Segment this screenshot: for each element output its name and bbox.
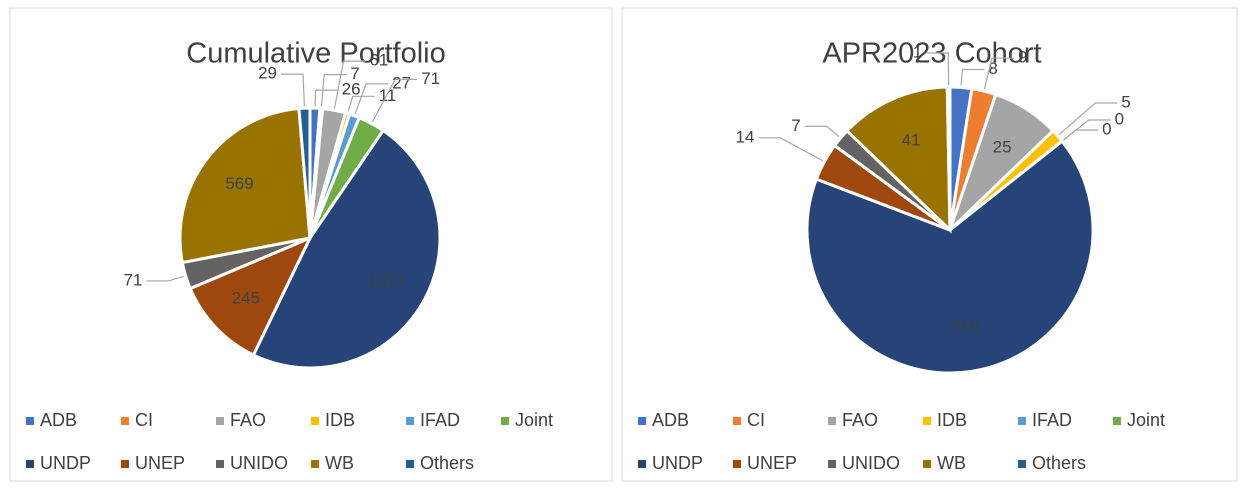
legend-label: WB <box>937 453 966 473</box>
legend-label: UNIDO <box>230 453 288 473</box>
data-label: 218 <box>951 316 979 335</box>
data-label: 25 <box>993 137 1012 156</box>
legend-swatch <box>121 417 129 425</box>
data-label: 5 <box>1121 92 1130 111</box>
legend-swatch <box>1018 460 1026 468</box>
data-label: 41 <box>902 130 921 149</box>
legend-label: IFAD <box>1032 410 1072 430</box>
data-label: 7 <box>350 64 359 83</box>
leader-line <box>333 60 366 109</box>
data-label: 9 <box>1018 48 1027 67</box>
legend-label: Others <box>1032 453 1086 473</box>
legend-swatch <box>26 417 34 425</box>
leader-line <box>354 83 389 115</box>
legend-swatch <box>638 460 646 468</box>
legend-label: ADB <box>40 410 77 430</box>
data-label: 14 <box>736 127 755 146</box>
data-label: 0 <box>1102 119 1111 138</box>
leader-line <box>371 78 418 123</box>
legend-swatch <box>828 417 836 425</box>
data-label: 71 <box>421 69 440 88</box>
legend-swatch <box>26 460 34 468</box>
legend-swatch <box>923 417 931 425</box>
legend-label: Joint <box>515 410 553 430</box>
leader-line <box>347 95 375 112</box>
leader-line <box>1058 102 1118 136</box>
pie-slice <box>805 139 1095 375</box>
legend-label: UNDP <box>40 453 91 473</box>
data-label: 245 <box>232 288 260 307</box>
pie-slice <box>945 85 952 231</box>
pie-slice <box>178 106 312 265</box>
pie-slice <box>297 106 312 239</box>
legend-swatch <box>638 417 646 425</box>
legend-label: IDB <box>325 410 355 430</box>
legend-label: WB <box>325 453 354 473</box>
legend-label: IFAD <box>420 410 460 430</box>
data-label: 26 <box>342 80 361 99</box>
legend-swatch <box>121 460 129 468</box>
pie-slice <box>188 235 314 358</box>
data-label: 61 <box>369 51 388 70</box>
legend-label: Others <box>420 453 474 473</box>
data-label: 11 <box>379 86 397 105</box>
legend-label: UNDP <box>652 453 703 473</box>
data-label: 1017 <box>368 272 406 291</box>
legend-label: ADB <box>652 410 689 430</box>
legend-swatch <box>406 460 414 468</box>
pie-slice <box>251 128 442 370</box>
data-label: 0 <box>1115 110 1124 129</box>
legend-label: CI <box>747 410 765 430</box>
leader-line <box>983 57 1014 90</box>
data-label: 8 <box>988 59 997 78</box>
leader-line <box>320 74 347 107</box>
data-label: 7 <box>791 116 800 135</box>
pie-slice <box>844 85 952 234</box>
legend-swatch <box>406 417 414 425</box>
legend-swatch <box>828 460 836 468</box>
data-label: 27 <box>392 73 411 92</box>
legend-swatch <box>1113 417 1121 425</box>
leader-line <box>804 125 840 138</box>
leader-line <box>960 68 985 86</box>
legend-label: FAO <box>842 410 878 430</box>
legend-swatch <box>733 417 741 425</box>
data-label: 569 <box>225 174 253 193</box>
legend-label: Joint <box>1127 410 1165 430</box>
legend-label: UNIDO <box>842 453 900 473</box>
legend-label: UNEP <box>747 453 797 473</box>
chart-title: Cumulative Portfolio <box>186 38 446 70</box>
legend-swatch <box>216 460 224 468</box>
leader-line <box>926 52 950 86</box>
data-label: 29 <box>258 64 277 83</box>
legend-swatch <box>1018 417 1026 425</box>
legend-label: CI <box>135 410 153 430</box>
leader-line <box>314 89 338 107</box>
data-label: 1 <box>913 42 922 61</box>
leader-line <box>1063 119 1111 141</box>
legend-swatch <box>501 417 509 425</box>
legend-swatch <box>733 460 741 468</box>
leader-line <box>758 137 823 162</box>
legend-swatch <box>311 460 319 468</box>
legend-label: UNEP <box>135 453 185 473</box>
chart-title: APR2023 Cohort <box>822 38 1041 70</box>
legend-label: IDB <box>937 410 967 430</box>
legend-swatch <box>216 417 224 425</box>
legend-swatch <box>311 417 319 425</box>
data-label: 71 <box>123 270 142 289</box>
leader-line <box>146 275 184 282</box>
legend-swatch <box>923 460 931 468</box>
legend-label: FAO <box>230 410 266 430</box>
leader-line <box>281 73 305 107</box>
